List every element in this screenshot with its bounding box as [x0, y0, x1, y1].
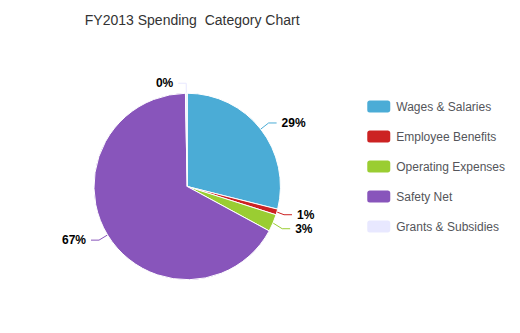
svg-text:Wages & Salaries: Wages & Salaries	[396, 100, 491, 114]
svg-text:Grants & Subsidies: Grants & Subsidies	[396, 220, 499, 234]
svg-text:67%: 67%	[62, 233, 86, 247]
svg-text:Employee Benefits: Employee Benefits	[396, 130, 496, 144]
svg-text:0%: 0%	[156, 76, 174, 90]
svg-text:FY2013 Spending Category Char: FY2013 Spending Category Chart	[85, 12, 300, 28]
svg-text:3%: 3%	[295, 222, 313, 236]
svg-text:1%: 1%	[297, 208, 315, 222]
svg-text:29%: 29%	[282, 116, 306, 130]
svg-text:Operating Expenses: Operating Expenses	[396, 160, 505, 174]
svg-text:Safety Net: Safety Net	[396, 190, 453, 204]
